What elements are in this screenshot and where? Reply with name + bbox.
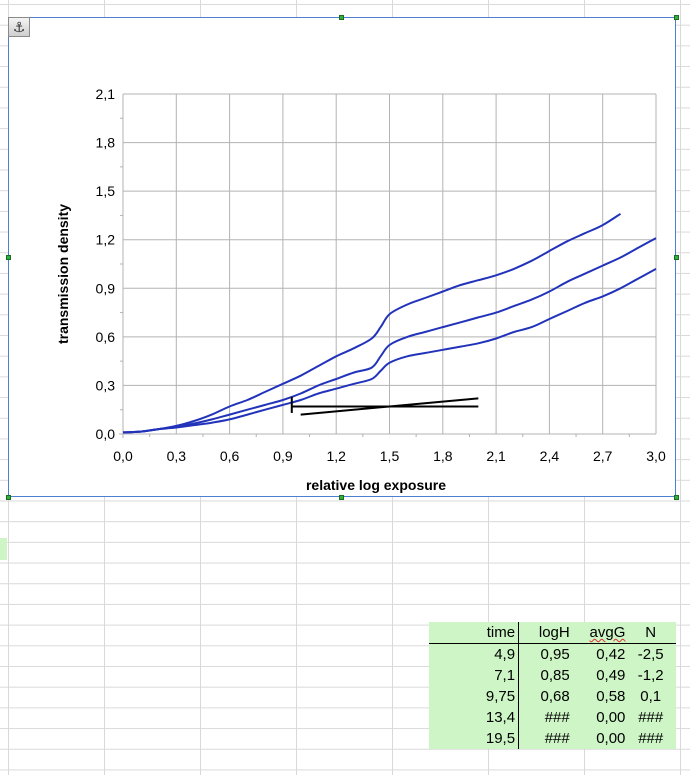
- cell-avgg[interactable]: 0,58: [596, 688, 626, 705]
- data-table[interactable]: time logH avgG N 4,9 0,95 0,42 -2,5 7,1 …: [429, 622, 676, 749]
- x-tick-label: 0,9: [273, 448, 293, 464]
- cell-avgg[interactable]: 0,00: [596, 730, 626, 747]
- table-row: 7,1 0,85 0,49 -1,2: [429, 665, 676, 686]
- cell-time[interactable]: 9,75: [429, 686, 520, 707]
- cell-time[interactable]: 13,4: [429, 707, 520, 728]
- chart-fit-lines: [290, 396, 479, 416]
- x-tick-label: 2,1: [486, 448, 506, 464]
- y-tick-label: 0,6: [96, 329, 116, 345]
- x-axis-title: relative log exposure: [306, 477, 446, 493]
- x-tick-label: 1,5: [380, 448, 400, 464]
- cell-n[interactable]: ###: [638, 730, 664, 747]
- cell-time[interactable]: 7,1: [429, 665, 520, 686]
- x-tick-label: 2,4: [540, 448, 560, 464]
- x-tick-label: 0,3: [167, 448, 187, 464]
- cell-logh[interactable]: 0,68: [540, 688, 570, 705]
- resize-handle-middle-left[interactable]: [6, 255, 11, 260]
- x-tick-label: 1,2: [326, 448, 346, 464]
- resize-handle-bottom-left[interactable]: [6, 495, 11, 500]
- chart-series: [122, 212, 657, 434]
- y-tick-label: 1,8: [96, 135, 116, 151]
- resize-handle-bottom-middle[interactable]: [339, 495, 344, 500]
- cell-n[interactable]: -2,5: [637, 646, 664, 663]
- cell-n[interactable]: ###: [638, 709, 664, 726]
- table-row: 4,9 0,95 0,42 -2,5: [429, 643, 676, 665]
- cell-avgg[interactable]: 0,00: [596, 709, 626, 726]
- y-tick-label: 2,1: [96, 86, 116, 102]
- anchor-icon[interactable]: ⚓: [8, 17, 30, 37]
- x-tick-label: 0,0: [113, 448, 133, 464]
- resize-handle-top-right[interactable]: [674, 15, 679, 20]
- resize-handle-top-middle[interactable]: [339, 15, 344, 20]
- table-row: 19,5 ### 0,00 ###: [429, 728, 676, 749]
- x-tick-label: 0,6: [220, 448, 240, 464]
- x-tick-label: 2,7: [593, 448, 613, 464]
- cell-n[interactable]: 0,1: [640, 688, 662, 705]
- chart-frame[interactable]: [8, 17, 676, 497]
- header-time[interactable]: time: [429, 622, 520, 644]
- y-tick-label: 1,5: [96, 183, 116, 199]
- cell-time[interactable]: 4,9: [429, 643, 520, 665]
- series-line-3: [122, 268, 657, 434]
- cell-n[interactable]: -1,2: [637, 667, 664, 684]
- cell-logh[interactable]: ###: [544, 709, 570, 726]
- y-tick-label: 0,9: [96, 280, 116, 296]
- chart-axes: [119, 94, 656, 438]
- x-tick-label: 3,0: [646, 448, 666, 464]
- table-row: 9,75 0,68 0,58 0,1: [429, 686, 676, 707]
- cell-logh[interactable]: ###: [544, 730, 570, 747]
- cell-logh[interactable]: 0,95: [540, 646, 570, 663]
- series-line-1: [122, 212, 622, 434]
- header-avgg-text: avgG: [589, 624, 626, 641]
- resize-handle-middle-right[interactable]: [674, 255, 679, 260]
- cell-time[interactable]: 19,5: [429, 728, 520, 749]
- series-line-2: [122, 237, 657, 434]
- cell-avgg[interactable]: 0,49: [596, 667, 626, 684]
- table-header-row: time logH avgG N: [429, 622, 676, 644]
- resize-handle-bottom-right[interactable]: [674, 495, 679, 500]
- y-tick-label: 0,0: [96, 426, 116, 442]
- cell-avgg[interactable]: 0,42: [596, 646, 626, 663]
- y-tick-label: 1,2: [96, 232, 116, 248]
- selected-row-marker: [0, 538, 7, 560]
- y-axis-title: transmission density: [55, 204, 71, 344]
- x-tick-label: 1,8: [433, 448, 453, 464]
- chart-tick-labels: 0,0 0,3 0,6 0,9 1,2 1,5 1,8 2,1 2,4 2,7 3,0 0,0 0,3 0…: [96, 86, 666, 464]
- header-logh[interactable]: logH: [518, 622, 573, 644]
- chart-gridlines: [122, 93, 657, 435]
- header-n[interactable]: N: [628, 622, 676, 644]
- y-tick-label: 0,3: [96, 377, 116, 393]
- cell-logh[interactable]: 0,85: [540, 667, 570, 684]
- header-avgg[interactable]: avgG: [572, 622, 629, 644]
- table-row: 13,4 ### 0,00 ###: [429, 707, 676, 728]
